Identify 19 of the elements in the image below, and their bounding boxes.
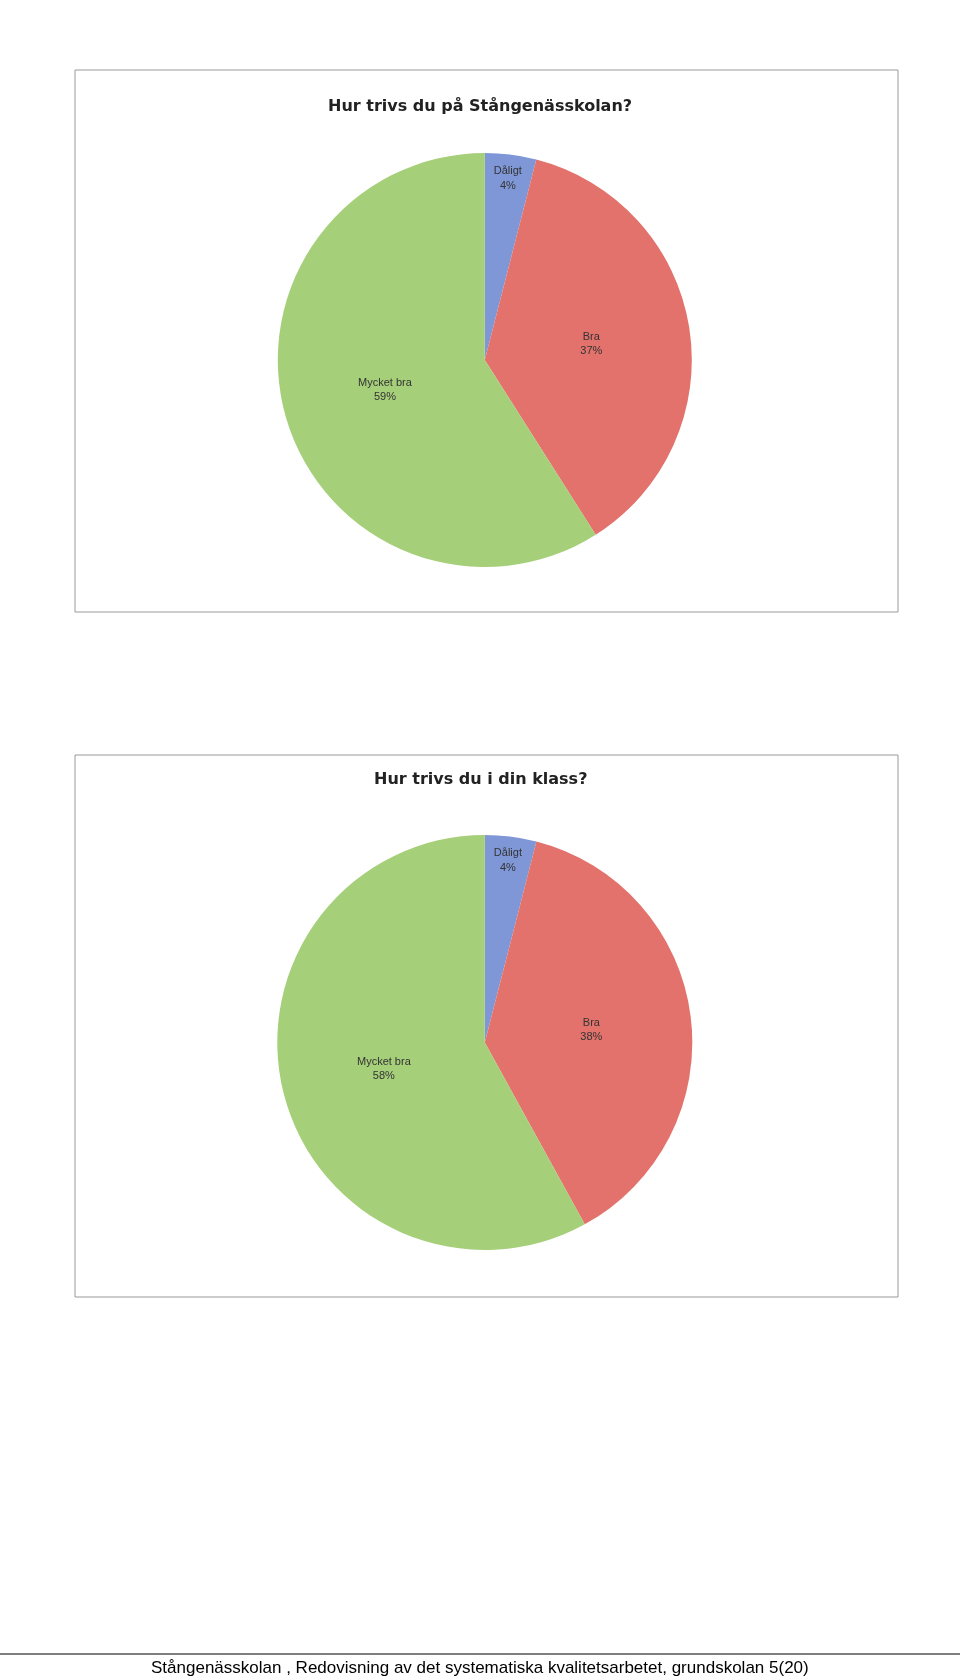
text: Stångenässkolan , Redovisning av det systematiska kvalitetsarbetet, grundskolan 5(20) <box>151 1658 809 1677</box>
slice-label: Mycket bra <box>358 375 413 388</box>
slice-label: Bra <box>582 329 601 342</box>
data-label: 38% <box>580 1030 603 1043</box>
pie-slice <box>484 835 537 1043</box>
data-label: 59% <box>373 390 397 403</box>
chart-title: Hur trivs du på Stångenässkolan? <box>328 96 633 115</box>
data-label: 58% <box>372 1069 396 1082</box>
data-label: 4% <box>499 178 517 191</box>
slice-label: Bra <box>582 1015 601 1028</box>
data-label: 4% <box>499 860 517 873</box>
chart-title: Hur trivs du i din klass? <box>374 769 588 788</box>
slice-label: Dåligt <box>493 846 522 859</box>
slice-label: Dåligt <box>493 164 522 177</box>
pie-slice <box>484 159 692 535</box>
slice-label: Mycket bra <box>356 1055 412 1068</box>
pie-slice <box>484 841 692 1225</box>
pie-slice <box>484 153 537 360</box>
data-label: 37% <box>580 344 603 357</box>
